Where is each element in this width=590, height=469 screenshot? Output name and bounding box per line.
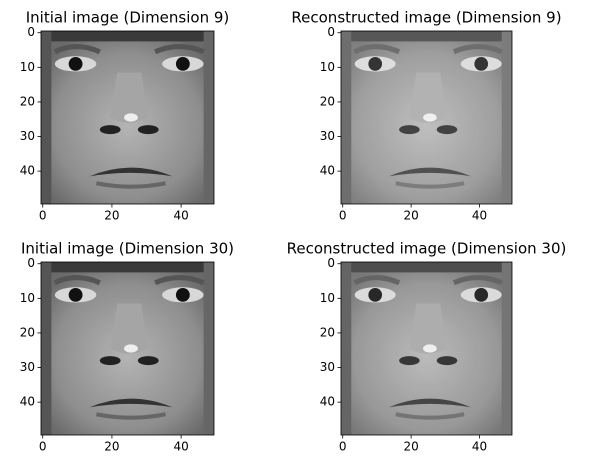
y-tick-label: 10 <box>320 60 335 74</box>
y-tick-label: 0 <box>27 256 35 270</box>
axes-frame <box>40 261 215 436</box>
x-tick-label: 20 <box>403 209 418 223</box>
y-tick-label: 30 <box>20 129 35 143</box>
subplot-title: Reconstructed image (Dimension 30) <box>287 240 567 258</box>
axes-frame <box>40 30 215 205</box>
x-tick-label: 40 <box>472 209 487 223</box>
x-tick-label: 20 <box>104 209 119 223</box>
subplot-title: Initial image (Dimension 30) <box>21 240 234 258</box>
y-tick-label: 20 <box>320 325 335 339</box>
face-image <box>341 262 512 435</box>
face-image <box>41 262 214 435</box>
subplot-title: Reconstructed image (Dimension 9) <box>291 9 561 27</box>
y-tick-label: 20 <box>20 94 35 108</box>
y-tick-label: 10 <box>20 60 35 74</box>
y-tick-label: 30 <box>320 360 335 374</box>
x-tick-label: 40 <box>173 440 188 454</box>
face-image <box>41 31 214 204</box>
y-tick-label: 0 <box>27 25 35 39</box>
x-tick-label: 40 <box>472 440 487 454</box>
y-tick-label: 40 <box>20 395 35 409</box>
y-tick-label: 0 <box>327 256 335 270</box>
x-tick-label: 20 <box>104 440 119 454</box>
y-tick-label: 20 <box>20 325 35 339</box>
y-tick-label: 10 <box>320 291 335 305</box>
x-tick-label: 20 <box>403 440 418 454</box>
x-tick-label: 0 <box>39 209 47 223</box>
y-tick-label: 40 <box>320 164 335 178</box>
y-tick-label: 30 <box>320 129 335 143</box>
face-image <box>341 31 512 204</box>
x-tick-label: 0 <box>339 209 347 223</box>
y-tick-label: 0 <box>327 25 335 39</box>
x-tick-label: 0 <box>39 440 47 454</box>
y-tick-label: 20 <box>320 94 335 108</box>
x-tick-label: 0 <box>339 440 347 454</box>
y-tick-label: 40 <box>20 164 35 178</box>
axes-frame <box>340 30 513 205</box>
subplot-title: Initial image (Dimension 9) <box>26 9 230 27</box>
y-tick-label: 40 <box>320 395 335 409</box>
y-tick-label: 10 <box>20 291 35 305</box>
x-tick-label: 40 <box>173 209 188 223</box>
axes-frame <box>340 261 513 436</box>
y-tick-label: 30 <box>20 360 35 374</box>
